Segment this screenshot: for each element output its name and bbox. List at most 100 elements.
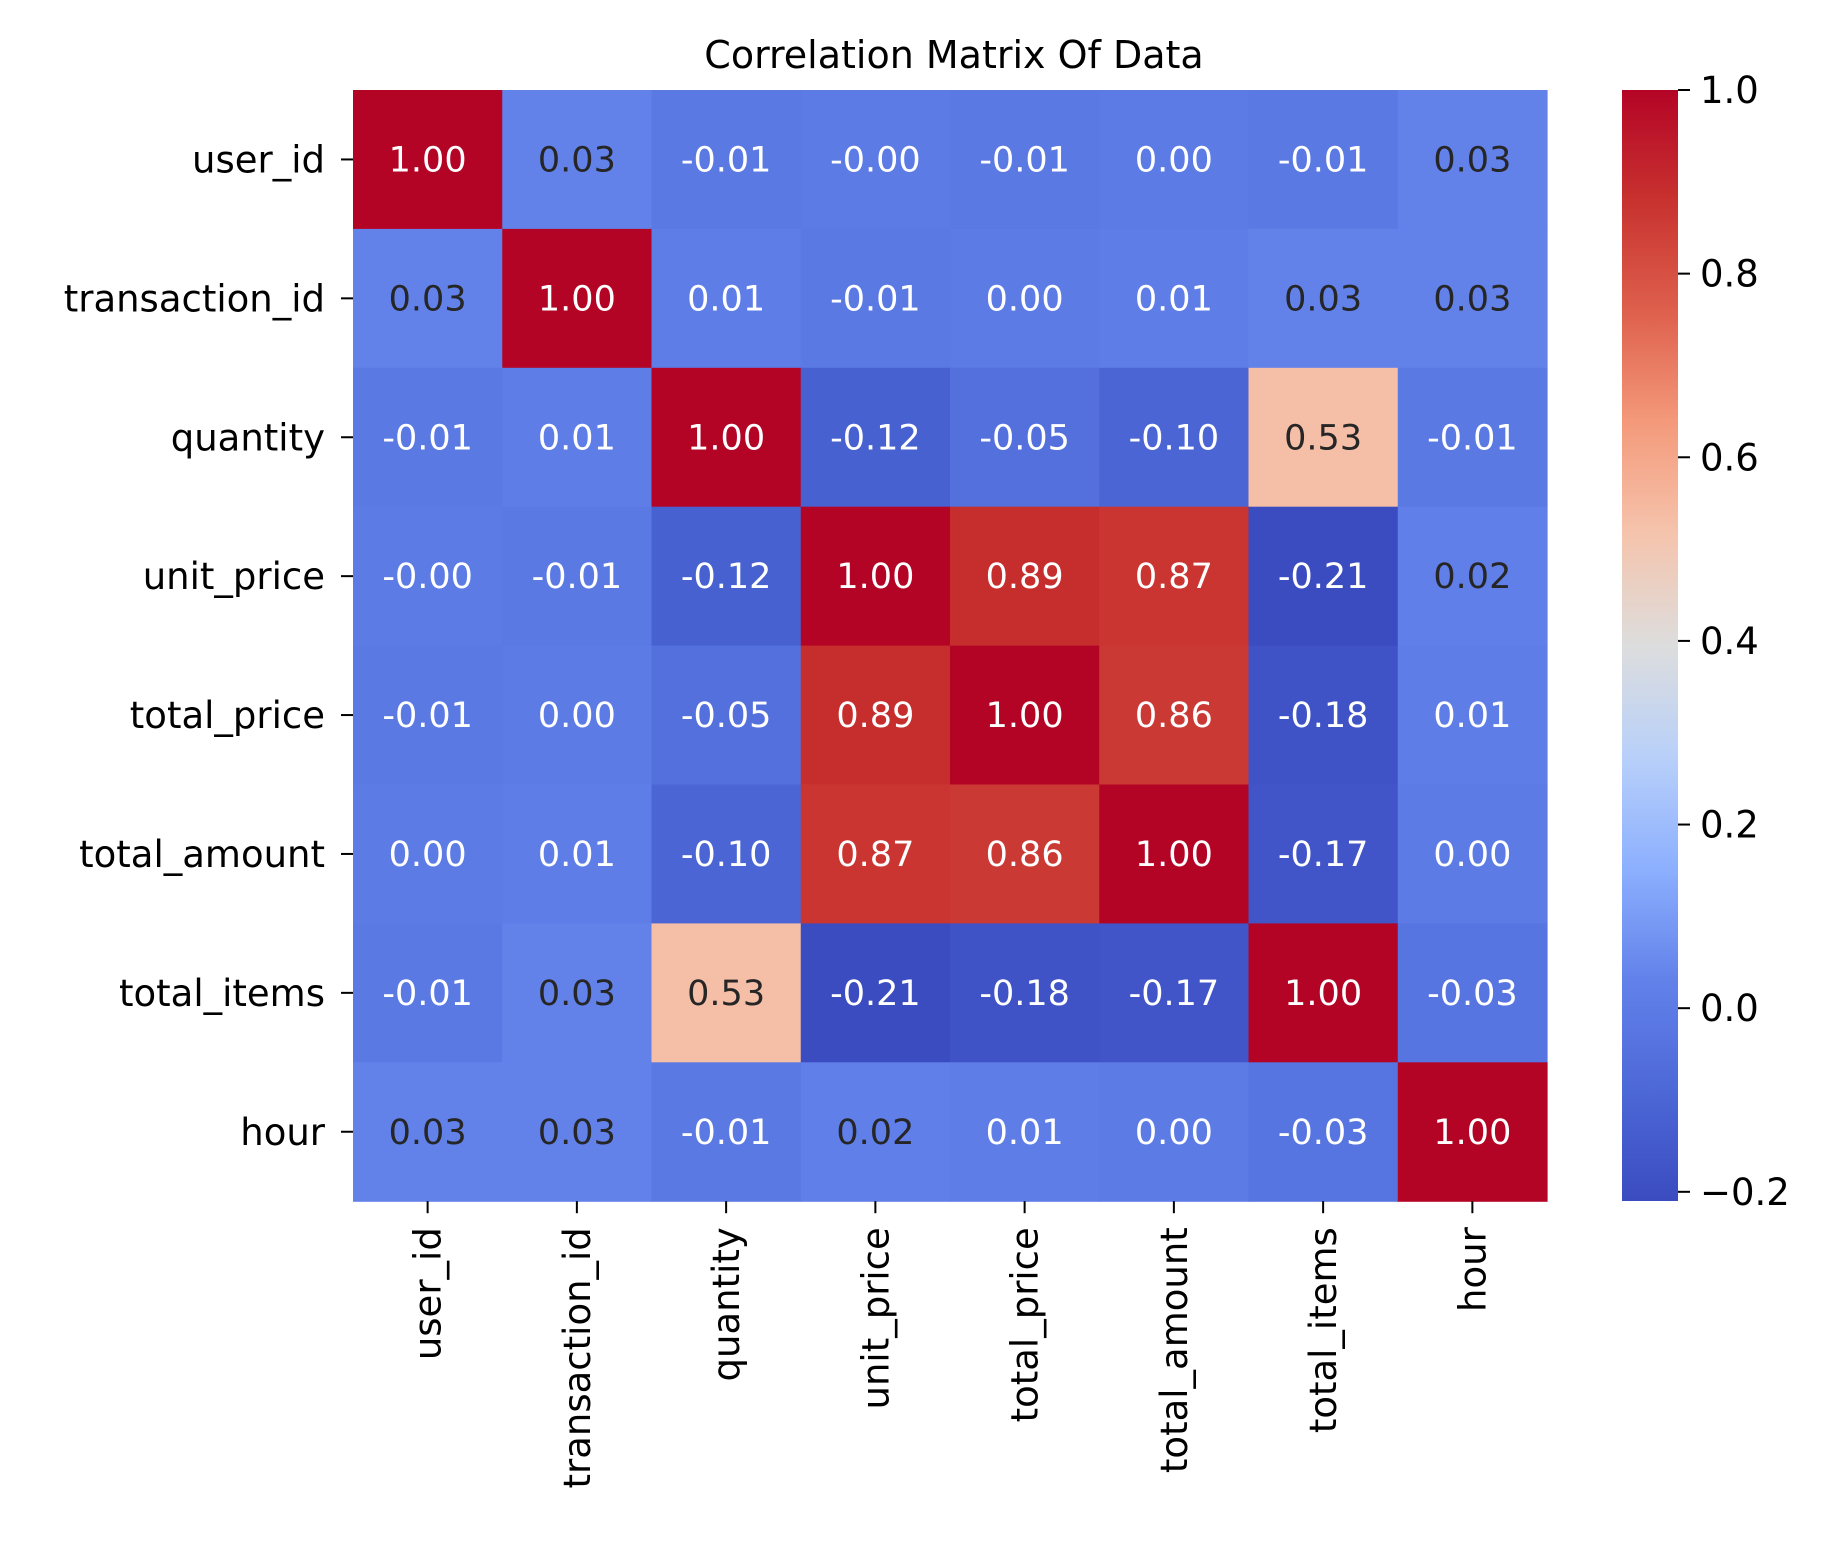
cell-annotation: 0.87 [836,835,914,875]
heatmap-cell [502,923,653,1063]
cell-annotation: 0.02 [1433,557,1511,597]
y-tick-label: total_items [119,972,325,1015]
heatmap-cell [1248,923,1399,1063]
cell-annotation: -0.01 [681,1113,772,1153]
heatmap-cell [502,367,653,508]
cell-annotation: 0.89 [836,696,914,736]
heatmap-cell [1248,506,1399,647]
heatmap-cell [1099,506,1250,647]
cell-annotation: 1.00 [836,557,914,597]
cell-annotation: -0.18 [979,974,1070,1014]
heatmap-cell [1397,923,1548,1063]
heatmap-cell [651,506,802,647]
heatmap-cell [502,228,653,369]
cell-annotation: 1.00 [1433,1113,1511,1153]
cell-annotation: -0.01 [979,140,1070,180]
cell-annotation: 0.00 [538,696,616,736]
cell-annotation: 1.00 [1284,974,1362,1014]
cell-annotation: 0.53 [687,974,765,1014]
heatmap-cell [1248,1062,1399,1202]
heatmap-cell [1248,784,1399,924]
cell-annotation: 0.86 [986,835,1064,875]
heatmap-cell [353,367,503,508]
y-tick-label: hour [240,1111,326,1154]
cell-annotation: -0.05 [979,418,1070,458]
x-tick-label: hour [1451,1226,1494,1312]
cell-annotation: 1.00 [986,696,1064,736]
heatmap-cell [1248,367,1399,508]
x-tick-label: user_id [407,1227,450,1360]
heatmap-cell [502,1062,653,1202]
chart-title: Correlation Matrix Of Data [704,33,1203,77]
heatmap-cell [1099,367,1250,508]
cell-annotation: 0.01 [1433,696,1511,736]
cell-annotation: -0.01 [382,974,473,1014]
cell-annotation: 0.86 [1135,696,1213,736]
colorbar: 1.0 0.8 0.6 0.4 0.2 0.0 −0.2 [1622,69,1790,1214]
y-tick-label: total_amount [79,833,325,876]
heatmap-cell [502,506,653,647]
colorbar-tick-label: 0.0 [1700,987,1759,1030]
heatmap-cell [1099,784,1250,924]
heatmap-cell [800,923,951,1063]
cell-annotation: -0.01 [1278,140,1369,180]
heatmap-cell [1099,228,1250,369]
heatmap-cell [502,90,653,230]
colorbar-tick-label: −0.2 [1700,1171,1790,1214]
cell-annotation: 1.00 [389,140,467,180]
heatmap-cell [651,784,802,924]
x-tick-label: total_amount [1153,1227,1196,1473]
cell-annotation: 0.03 [389,279,467,319]
colorbar-gradient [1622,90,1678,1201]
cell-annotation: -0.12 [830,418,921,458]
cell-annotation: 0.03 [538,1113,616,1153]
cell-annotation: -0.10 [1129,418,1220,458]
cell-annotation: 0.03 [538,974,616,1014]
cell-annotation: 1.00 [1135,835,1213,875]
cell-annotation: 0.00 [1135,1113,1213,1153]
cell-annotation: -0.18 [1278,696,1369,736]
heatmap-cell [1397,367,1548,508]
heatmap-cell [502,784,653,924]
cell-annotation: 0.89 [986,557,1064,597]
cell-annotation: -0.01 [532,557,623,597]
y-tick-label: user_id [192,138,325,181]
heatmap-cell [651,923,802,1063]
heatmap-cell [353,506,503,647]
cell-annotation: 0.00 [986,279,1064,319]
heatmap-cell [800,645,951,786]
cell-annotation: 0.02 [836,1113,914,1153]
heatmap-cell [800,90,951,230]
heatmap-cell [1248,90,1399,230]
x-tick-label: total_price [1004,1227,1047,1422]
heatmap-cell [800,367,951,508]
heatmap-cells [353,90,1548,1202]
cell-annotation: 0.00 [1135,140,1213,180]
cell-annotation: 0.01 [986,1113,1064,1153]
heatmap-cell [1248,228,1399,369]
cell-annotation: -0.01 [382,696,473,736]
heatmap-cell [1397,228,1548,369]
y-tick-label: transaction_id [64,277,325,320]
x-tick-label: quantity [705,1227,748,1381]
heatmap-cell [502,645,653,786]
cell-annotation: 0.03 [389,1113,467,1153]
x-tick-label: total_items [1302,1227,1345,1433]
heatmap-cell [353,645,503,786]
colorbar-tick-label: 0.2 [1700,804,1759,847]
y-tick-label: total_price [130,694,325,737]
cell-annotation: -0.17 [1278,835,1369,875]
y-tick-label: quantity [171,416,325,459]
cell-annotation: -0.05 [681,696,772,736]
cell-annotation: -0.21 [830,974,921,1014]
cell-annotation: -0.12 [681,557,772,597]
heatmap-cell [353,784,503,924]
heatmap-cell [651,367,802,508]
heatmap-cell [353,90,503,230]
cell-annotation: -0.00 [830,140,921,180]
colorbar-tick-label: 1.0 [1700,69,1759,112]
cell-annotation: 0.53 [1284,418,1362,458]
colorbar-tick-label: 0.6 [1700,436,1759,479]
cell-annotation: 0.03 [1284,279,1362,319]
y-tick-label: unit_price [143,555,325,598]
